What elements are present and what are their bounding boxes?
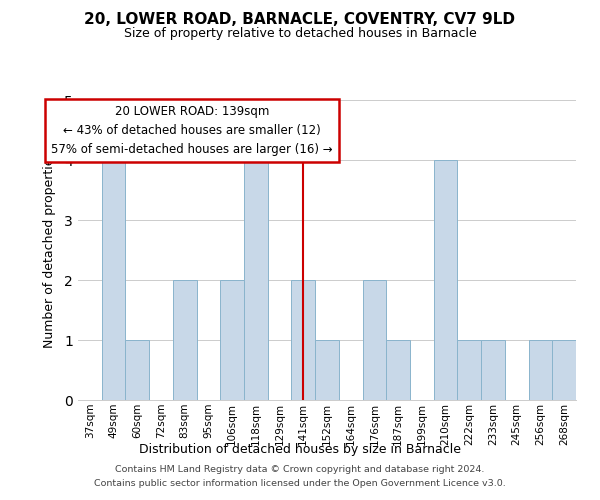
- Bar: [173, 280, 197, 400]
- Bar: [362, 280, 386, 400]
- Bar: [220, 280, 244, 400]
- Bar: [125, 340, 149, 400]
- Bar: [552, 340, 576, 400]
- Text: 20 LOWER ROAD: 139sqm
← 43% of detached houses are smaller (12)
57% of semi-deta: 20 LOWER ROAD: 139sqm ← 43% of detached …: [51, 105, 332, 156]
- Y-axis label: Number of detached properties: Number of detached properties: [43, 152, 56, 348]
- Bar: [529, 340, 552, 400]
- Text: 20, LOWER ROAD, BARNACLE, COVENTRY, CV7 9LD: 20, LOWER ROAD, BARNACLE, COVENTRY, CV7 …: [85, 12, 515, 28]
- Text: Size of property relative to detached houses in Barnacle: Size of property relative to detached ho…: [124, 28, 476, 40]
- Bar: [481, 340, 505, 400]
- Bar: [244, 160, 268, 400]
- Bar: [315, 340, 339, 400]
- Bar: [434, 160, 457, 400]
- Text: Distribution of detached houses by size in Barnacle: Distribution of detached houses by size …: [139, 444, 461, 456]
- Text: Contains HM Land Registry data © Crown copyright and database right 2024.
Contai: Contains HM Land Registry data © Crown c…: [94, 466, 506, 487]
- Bar: [386, 340, 410, 400]
- Bar: [457, 340, 481, 400]
- Bar: [102, 160, 125, 400]
- Bar: [292, 280, 315, 400]
